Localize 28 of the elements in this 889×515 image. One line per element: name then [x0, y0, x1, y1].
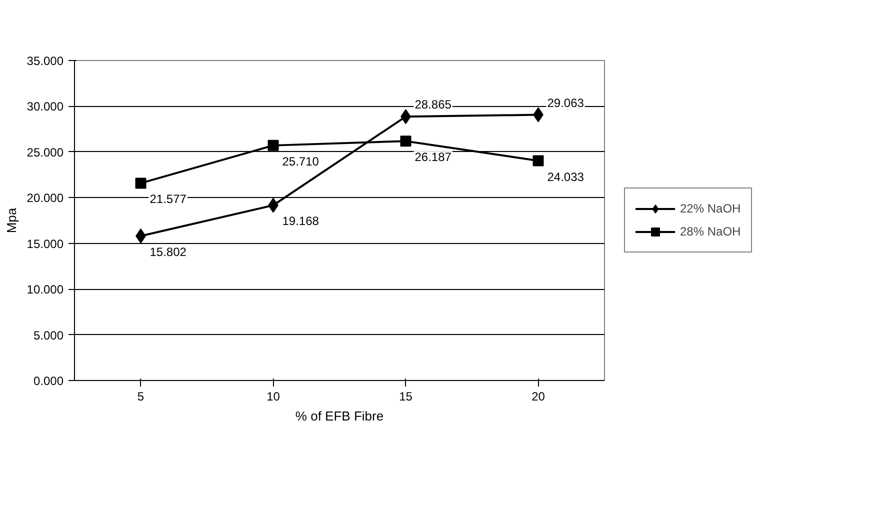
y-tick-label: 35.000 — [26, 54, 64, 68]
y-tick-label: 15.000 — [26, 236, 64, 251]
point — [135, 178, 146, 189]
y-tick-label: 30.000 — [26, 100, 64, 114]
data-label: 26.187 — [414, 150, 452, 164]
x-tick-label: 10 — [266, 390, 280, 404]
data-label: 15.802 — [150, 245, 187, 260]
point — [532, 155, 544, 166]
legend-label: 28% NaOH — [680, 224, 741, 238]
y-tick-label: 10.000 — [26, 282, 64, 297]
data-label: 19.168 — [282, 214, 320, 228]
data-label: 28.865 — [414, 98, 452, 112]
x-axis-title: % of EFB Fibre — [295, 408, 384, 424]
x-tick-label: 5 — [137, 390, 144, 404]
y-tick-label: 25.000 — [26, 145, 64, 160]
y-tick-label: 0.000 — [33, 374, 64, 388]
legend-label: 22% NaOH — [680, 202, 741, 216]
data-label: 29.063 — [547, 96, 584, 110]
point — [400, 136, 412, 147]
data-label: 24.033 — [547, 170, 584, 184]
y-axis-title: Mpa — [4, 207, 19, 234]
x-tick-label: 20 — [532, 390, 546, 404]
y-tick-label: 5.000 — [33, 328, 64, 342]
x-tick-label: 15 — [399, 390, 413, 404]
data-label: 25.710 — [282, 154, 320, 168]
data-label: 21.577 — [150, 192, 187, 206]
y-tick-label: 20.000 — [26, 191, 64, 206]
point — [268, 140, 279, 151]
